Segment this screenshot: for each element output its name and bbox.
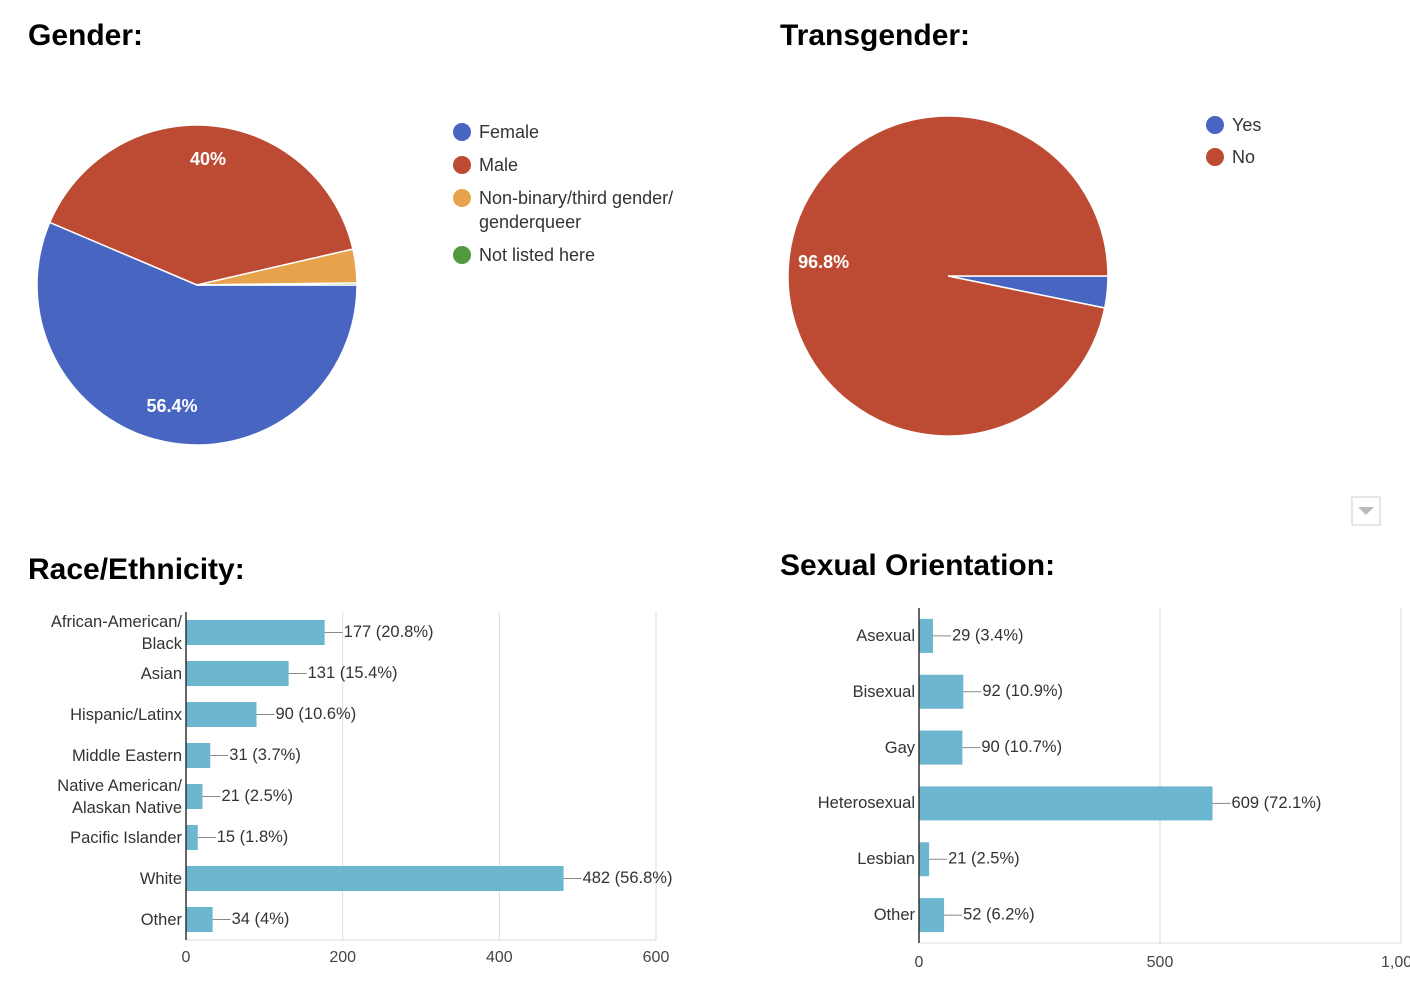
bar <box>919 786 1213 821</box>
legend-item: Male <box>453 153 703 177</box>
bar <box>186 784 203 809</box>
value-label: 609 (72.1%) <box>1232 794 1322 812</box>
slice-label: 56.4% <box>147 396 198 416</box>
legend-item: Yes <box>1206 113 1410 137</box>
value-label: 21 (2.5%) <box>948 850 1020 868</box>
pie-slice <box>36 221 358 446</box>
category-label: Other <box>140 910 182 929</box>
chart-title: Sexual Orientation: <box>780 549 1055 582</box>
category-label: Gay <box>884 738 915 757</box>
legend-swatch <box>1206 148 1224 166</box>
legend-swatch <box>453 156 471 174</box>
value-label: 92 (10.9%) <box>982 682 1063 700</box>
legend-swatch <box>453 189 471 207</box>
x-tick-label: 500 <box>1147 954 1174 971</box>
legend-label: Not listed here <box>479 245 596 265</box>
legend-label: Non-binary/third gender/ genderqueer <box>479 188 674 232</box>
category-label: White <box>139 869 182 888</box>
value-label: 131 (15.4%) <box>308 664 398 682</box>
legend-swatch <box>453 123 471 141</box>
bar <box>919 618 933 653</box>
bar <box>919 730 963 765</box>
pie-slice <box>48 124 354 286</box>
x-tick-label: 0 <box>182 949 191 966</box>
bar <box>186 743 211 768</box>
chart-title: Transgender: <box>780 19 970 52</box>
value-label: 34 (4%) <box>232 910 290 928</box>
legend-label: Female <box>479 122 540 142</box>
slice-label: 40% <box>190 149 226 169</box>
value-label: 482 (56.8%) <box>583 869 673 887</box>
legend-swatch <box>1206 116 1224 134</box>
category-label: African-American/ Black <box>50 612 182 653</box>
x-tick-label: 600 <box>643 949 670 966</box>
bar <box>186 825 198 850</box>
legend-label: Yes <box>1232 115 1262 135</box>
slice-label: 96.8% <box>798 252 849 272</box>
value-label: 177 (20.8%) <box>344 623 434 641</box>
chart-title: Race/Ethnicity: <box>28 553 245 586</box>
category-label: Asexual <box>856 626 915 645</box>
bar <box>919 898 945 933</box>
category-label: Asian <box>140 664 182 683</box>
value-label: 90 (10.6%) <box>276 705 357 723</box>
value-label: 29 (3.4%) <box>952 626 1024 644</box>
category-label: Other <box>873 906 915 925</box>
legend-swatch <box>453 246 471 264</box>
bar <box>186 702 257 727</box>
category-label: Hispanic/Latinx <box>70 705 182 724</box>
category-label: Pacific Islander <box>70 828 182 847</box>
x-tick-label: 200 <box>329 949 356 966</box>
chart-title: Gender: <box>28 19 143 52</box>
bar <box>919 674 964 709</box>
category-label: Native American/ Alaskan Native <box>57 776 182 817</box>
x-tick-label: 0 <box>915 954 924 971</box>
value-label: 90 (10.7%) <box>981 738 1062 756</box>
category-label: Middle Eastern <box>71 746 182 765</box>
pie-slice <box>787 115 1109 437</box>
bar <box>186 620 325 645</box>
category-label: Heterosexual <box>817 794 915 813</box>
legend-item: Female <box>453 120 703 144</box>
value-label: 52 (6.2%) <box>963 905 1035 923</box>
legend-item: No <box>1206 145 1410 169</box>
category-label: Lesbian <box>857 850 915 869</box>
bar <box>186 907 213 932</box>
dropdown-icon[interactable] <box>1351 496 1381 526</box>
pie-slice <box>196 282 358 286</box>
x-tick-label: 400 <box>486 949 513 966</box>
legend-item: Not listed here <box>453 243 703 267</box>
value-label: 31 (3.7%) <box>229 746 301 764</box>
legend-label: No <box>1232 147 1256 167</box>
bar <box>186 661 289 686</box>
bar <box>919 842 930 877</box>
legend-label: Male <box>479 155 519 175</box>
x-tick-label: 1,000 <box>1381 954 1410 971</box>
value-label: 15 (1.8%) <box>217 828 289 846</box>
category-label: Bisexual <box>852 682 915 701</box>
bar <box>186 866 564 891</box>
value-label: 21 (2.5%) <box>221 787 293 805</box>
legend-item: Non-binary/third gender/ genderqueer <box>453 186 703 234</box>
